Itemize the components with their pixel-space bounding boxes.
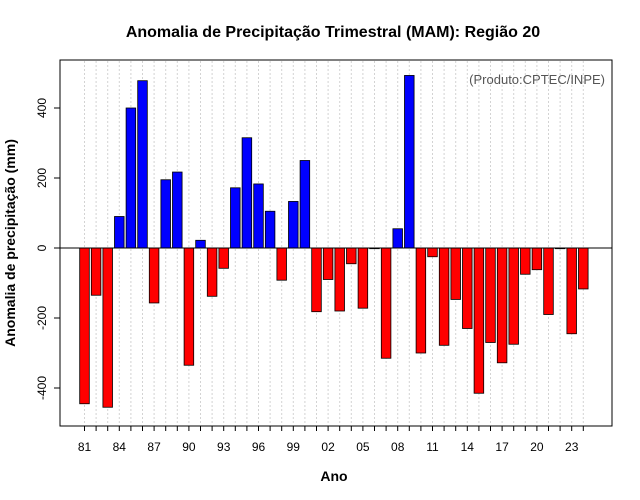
y-tick-label: -400 [35, 376, 49, 400]
bar-09 [404, 75, 415, 249]
bar-02 [322, 247, 334, 280]
bar-04 [346, 247, 357, 265]
bar-92 [206, 247, 218, 297]
y-tick-label: 200 [35, 168, 49, 188]
bar-11 [427, 247, 438, 258]
bar-89 [172, 171, 183, 249]
grid [84, 61, 584, 425]
x-tick-label: 08 [391, 440, 405, 454]
bar-85 [125, 107, 137, 249]
bar-83 [102, 247, 113, 408]
bars [79, 75, 589, 408]
bar-21 [543, 247, 554, 315]
bar-88 [160, 179, 171, 249]
chart-title: Anomalia de Precipitação Trimestral (MAM… [126, 24, 540, 41]
x-tick-label: 23 [565, 440, 579, 454]
bar-07 [380, 247, 392, 359]
x-axis-label: Ano [320, 468, 347, 484]
bar-99 [288, 201, 299, 249]
x-axis: 81 84 87 90 93 96 99 02 05 08 11 14 17 20 23 [78, 426, 584, 454]
bar-08 [392, 228, 403, 249]
x-tick-label: 11 [426, 440, 439, 454]
x-tick-label: 96 [252, 440, 266, 454]
bar-14 [462, 247, 473, 329]
bar-18 [508, 247, 519, 345]
bar-98 [276, 247, 287, 281]
bar-24 [578, 247, 589, 290]
y-tick-label: -200 [35, 306, 49, 330]
y-tick-label: 400 [35, 98, 49, 118]
x-tick-label: 17 [495, 440, 509, 454]
bar-95 [241, 137, 253, 249]
y-axis: -400 -200 0 200 400 [35, 98, 60, 400]
x-tick-label: 93 [217, 440, 231, 454]
bar-16 [485, 247, 496, 343]
x-tick-label: 99 [287, 440, 301, 454]
bar-93 [218, 247, 229, 269]
bar-96 [253, 183, 264, 249]
x-tick-label: 90 [182, 440, 196, 454]
credit-note: (Produto:CPTEC/INPE) [469, 72, 605, 87]
x-tick-label: 84 [113, 440, 127, 454]
bar-82 [90, 247, 102, 296]
bar-13 [450, 247, 461, 300]
x-tick-label: 14 [461, 440, 475, 454]
bar-00 [299, 160, 311, 249]
bar-12 [438, 247, 450, 346]
x-tick-label: 05 [356, 440, 370, 454]
y-axis-label: Anomalia de precipitação (mm) [2, 139, 18, 347]
y-tick-label: 0 [35, 244, 49, 251]
bar-20 [531, 247, 543, 271]
bar-91 [195, 239, 206, 249]
bar-81 [79, 247, 90, 405]
bar-86 [137, 80, 148, 249]
bar-10 [415, 247, 427, 354]
bar-15 [473, 247, 485, 394]
bar-97 [264, 210, 276, 249]
bar-05 [357, 247, 369, 309]
x-tick-label: 20 [530, 440, 544, 454]
bar-23 [566, 247, 577, 335]
bar-19 [520, 247, 531, 275]
x-tick-label: 81 [78, 440, 92, 454]
bar-90 [183, 247, 195, 366]
bar-17 [496, 247, 508, 364]
x-tick-label: 87 [147, 440, 161, 454]
bar-84 [114, 216, 125, 249]
bar-87 [148, 247, 160, 304]
bar-03 [334, 247, 345, 312]
plot-frame [59, 59, 613, 427]
bar-94 [230, 187, 241, 249]
bar-01 [311, 247, 322, 313]
x-tick-label: 02 [321, 440, 335, 454]
